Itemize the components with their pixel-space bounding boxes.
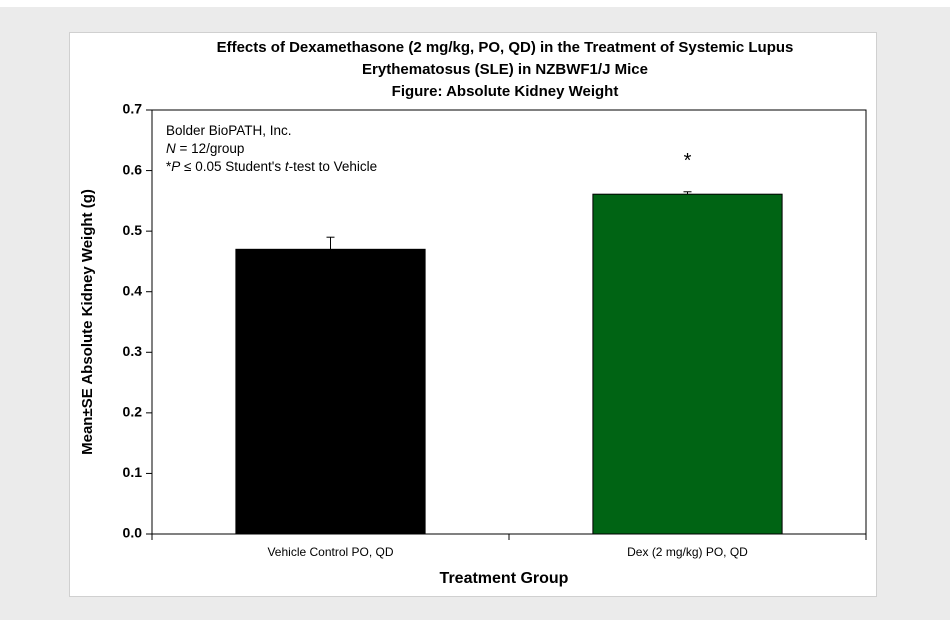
annotation-part: P: [171, 159, 180, 174]
y-tick-label: 0.7: [123, 101, 143, 117]
y-axis-label: Mean±SE Absolute Kidney Weight (g): [79, 189, 96, 455]
chart-title: Effects of Dexamethasone (2 mg/kg, PO, Q…: [217, 39, 794, 56]
chart-subtitle: Figure: Absolute Kidney Weight: [392, 83, 619, 100]
annotation-part: t: [285, 159, 290, 174]
bar: [592, 193, 783, 535]
bar: [235, 248, 426, 535]
annotation-part: *: [166, 159, 172, 174]
annotation: N = 12/group: [166, 141, 244, 156]
annotation-part: N: [166, 141, 176, 156]
y-tick-label: 0.6: [123, 161, 143, 177]
x-axis-label: Treatment Group: [440, 570, 569, 587]
annotation-part: = 12/group: [176, 141, 245, 156]
error-bar: [683, 191, 692, 195]
annotation: Bolder BioPATH, Inc.: [166, 123, 292, 138]
chart-title: Erythematosus (SLE) in NZBWF1/J Mice: [362, 61, 648, 78]
x-tick-label: Vehicle Control PO, QD: [267, 545, 393, 559]
error-bar: [326, 236, 335, 250]
annotation-part: ≤ 0.05 Student's: [180, 159, 285, 174]
annotation: *P ≤ 0.05 Student's t-test to Vehicle: [166, 159, 377, 174]
y-tick-label: 0.1: [123, 464, 143, 480]
y-tick-label: 0.4: [123, 282, 143, 298]
y-tick-label: 0.0: [123, 525, 143, 541]
top-strip: [0, 0, 950, 7]
annotation-part: Bolder BioPATH, Inc.: [166, 123, 292, 138]
annotation-part: -test to Vehicle: [289, 159, 378, 174]
y-tick-label: 0.3: [123, 343, 143, 359]
x-tick-label: Dex (2 mg/kg) PO, QD: [627, 545, 748, 559]
y-tick-label: 0.2: [123, 404, 143, 420]
y-tick-label: 0.5: [123, 222, 143, 238]
significance-marker: *: [684, 150, 692, 172]
